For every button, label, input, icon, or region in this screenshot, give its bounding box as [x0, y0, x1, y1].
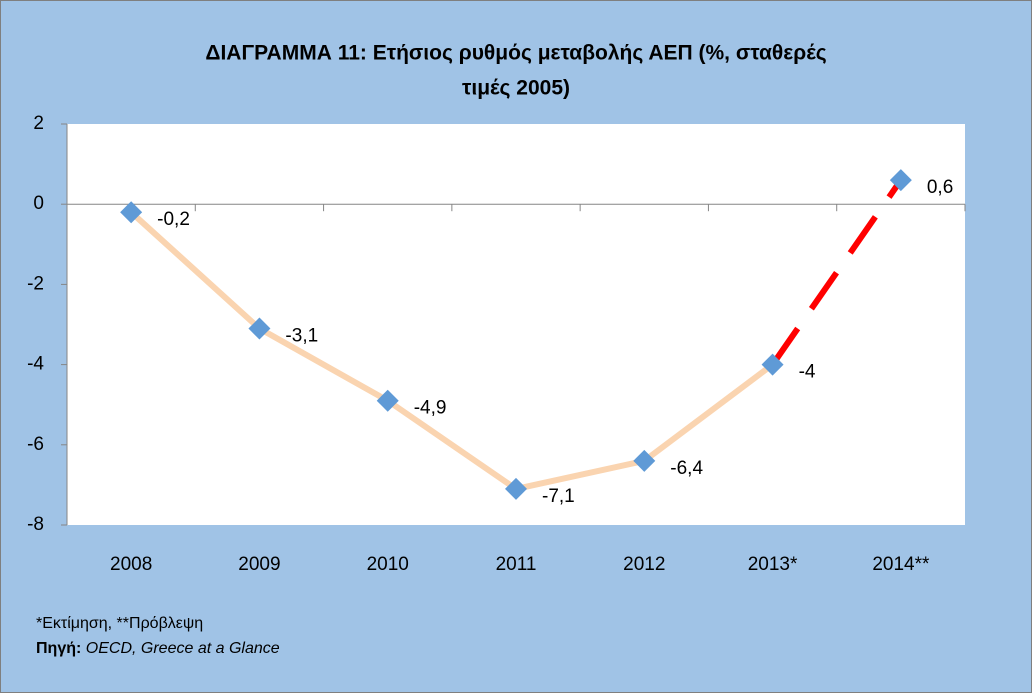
marker	[633, 449, 656, 472]
data-label: -6,4	[670, 458, 703, 479]
marker	[761, 353, 784, 376]
line	[129, 209, 775, 492]
chart-title: τιμές 2005)	[462, 77, 570, 100]
marker	[248, 317, 271, 340]
plot-area	[67, 124, 965, 525]
source: Πηγή: OECD, Greece at a Glance	[36, 640, 280, 657]
data-label: -4,9	[414, 398, 447, 419]
marker	[376, 389, 399, 412]
marker	[505, 477, 527, 500]
y-tick-label: 2	[33, 113, 44, 134]
source-text: OECD, Greece at a Glance	[86, 640, 280, 657]
y-tick-label: -4	[27, 354, 44, 375]
x-tick-label: 2013*	[748, 554, 798, 575]
data-label: 0,6	[927, 177, 953, 198]
y-tick-label: 0	[33, 193, 44, 214]
data-label: -0,2	[157, 209, 190, 230]
chart-title: ΔΙΑΓΡΑΜΜΑ 11: Ετήσιος ρυθμός μεταβολής Α…	[205, 42, 826, 65]
x-tick-label: 2014**	[872, 554, 930, 575]
x-tick-label: 2010	[367, 554, 409, 575]
marker	[120, 201, 143, 224]
projection-line	[770, 178, 904, 367]
x-tick-label: 2011	[496, 554, 537, 575]
y-tick-label: -6	[27, 434, 44, 455]
footnote: *Εκτίμηση, **Πρόβλεψη	[36, 615, 203, 632]
x-tick-label: 2008	[110, 554, 152, 575]
y-tick-label: -8	[27, 514, 44, 535]
y-tick-label: -2	[27, 273, 44, 294]
data-label: -7,1	[542, 486, 575, 507]
x-tick-label: 2009	[238, 554, 280, 575]
data-label: -4	[799, 362, 816, 383]
x-tick-label: 2012	[623, 554, 665, 575]
data-label: -3,1	[285, 326, 318, 347]
marker	[889, 169, 912, 192]
source-label: Πηγή:	[36, 640, 81, 657]
